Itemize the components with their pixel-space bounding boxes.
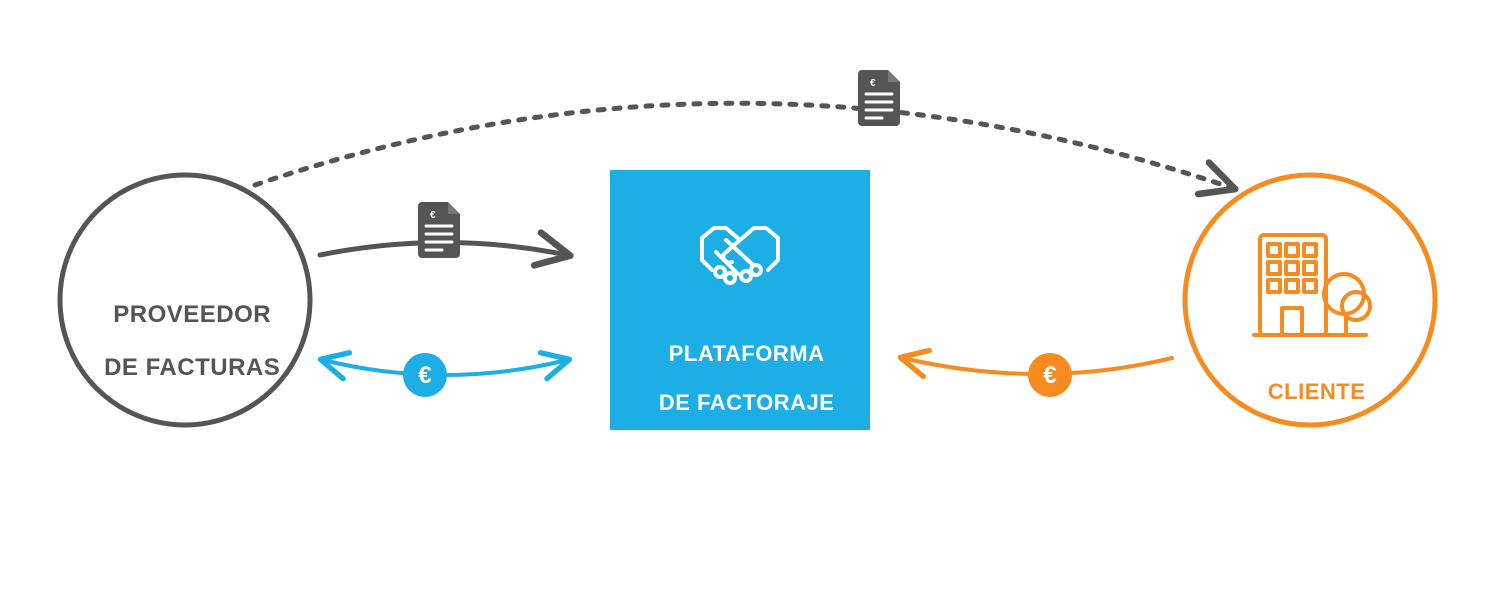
provider-label-line1: PROVEEDOR	[113, 301, 271, 328]
svg-text:€: €	[1043, 362, 1056, 389]
svg-text:€: €	[418, 362, 431, 389]
svg-text:€: €	[870, 78, 876, 89]
euro-badge-icon: €	[1028, 353, 1072, 397]
platform-label: PLATAFORMA DE FACTORAJE	[610, 318, 870, 415]
euro-badge-icon: €	[403, 353, 447, 397]
invoice-icon: €	[858, 70, 900, 126]
provider-label: PROVEEDOR DE FACTURAS	[60, 276, 310, 382]
client-label: CLIENTE	[1210, 356, 1410, 404]
invoice-icon: €	[418, 202, 460, 258]
provider-label-line2: DE FACTURAS	[104, 354, 280, 381]
platform-label-line1: PLATAFORMA	[669, 341, 825, 366]
svg-text:€: €	[430, 210, 436, 221]
client-label-text: CLIENTE	[1268, 379, 1366, 404]
platform-label-line2: DE FACTORAJE	[659, 390, 835, 415]
